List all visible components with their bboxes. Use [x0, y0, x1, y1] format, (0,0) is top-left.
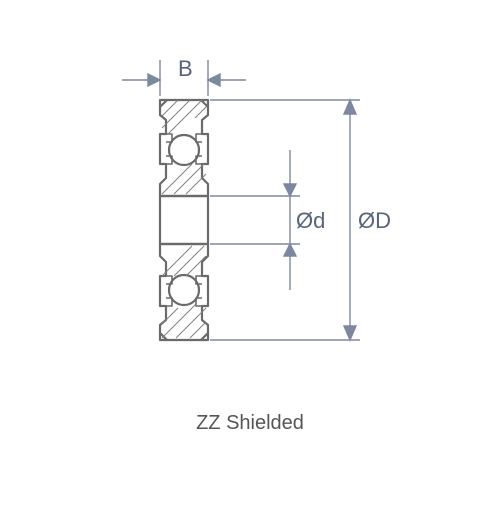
label-B: B [178, 56, 193, 81]
dim-d [210, 150, 300, 290]
bearing-diagram: B Ød ØD ZZ Shielded [0, 0, 500, 500]
diagram-caption: ZZ Shielded [0, 412, 500, 435]
label-D: ØD [358, 208, 391, 233]
bearing-section [160, 100, 208, 340]
dimension-lines [122, 60, 360, 340]
dim-D [210, 100, 360, 340]
label-d: Ød [296, 208, 325, 233]
dimension-labels: B Ød ØD [178, 56, 391, 233]
